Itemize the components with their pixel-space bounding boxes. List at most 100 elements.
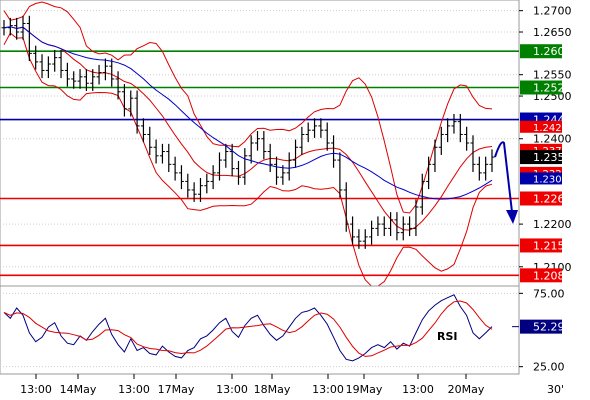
time-tick-label: 13:00 bbox=[402, 383, 434, 396]
candle bbox=[77, 69, 83, 89]
rsi-axis: 75.00 25.00 52.29 bbox=[512, 287, 565, 374]
candle bbox=[204, 173, 210, 194]
rsi-panel-frame bbox=[0, 285, 520, 375]
candle bbox=[235, 160, 241, 185]
candle bbox=[210, 165, 216, 190]
lower-band bbox=[3, 32, 493, 287]
rsi-value-tag bbox=[520, 319, 562, 334]
band-value-tag-label: 1.2428 bbox=[533, 123, 568, 134]
time-tick-label: 13:00 bbox=[312, 383, 344, 396]
candle bbox=[90, 69, 96, 91]
price-tick-label: 1.2550 bbox=[533, 69, 572, 82]
price-gridlines bbox=[0, 10, 519, 268]
candle bbox=[255, 131, 261, 151]
time-tick-label: 17May bbox=[158, 383, 195, 396]
rsi-signal-line bbox=[3, 300, 493, 357]
moving-average bbox=[3, 26, 493, 200]
candle bbox=[419, 173, 425, 215]
timeframe-label: 30' bbox=[547, 383, 564, 396]
candle bbox=[197, 178, 203, 202]
candle bbox=[375, 216, 381, 237]
candle bbox=[312, 118, 318, 138]
candle bbox=[476, 156, 482, 181]
candles bbox=[1, 15, 495, 249]
candle bbox=[71, 71, 77, 89]
bollinger-bands bbox=[3, 1, 493, 287]
candle bbox=[413, 199, 419, 237]
band-value-tag bbox=[520, 120, 562, 133]
candle bbox=[115, 71, 121, 100]
candle bbox=[394, 212, 400, 241]
rsi-value-label: 52.29 bbox=[533, 321, 565, 334]
price-panel bbox=[0, 0, 520, 287]
candle bbox=[185, 173, 191, 198]
candle bbox=[388, 212, 394, 237]
candle bbox=[242, 148, 248, 185]
candle bbox=[432, 139, 438, 173]
candle bbox=[178, 165, 184, 190]
candle bbox=[305, 122, 311, 143]
candle bbox=[64, 62, 70, 87]
candle bbox=[140, 118, 146, 143]
level-tag bbox=[520, 80, 562, 95]
time-axis: 13:00 14May 13:00 17May 13:00 18May 13:00 19May… bbox=[20, 374, 485, 396]
candle bbox=[102, 58, 108, 81]
candle bbox=[337, 152, 343, 198]
price-tick-label: 1.2650 bbox=[533, 26, 572, 39]
level-tag-label: 1.2520 bbox=[533, 82, 572, 95]
forecast-arrow-shaft bbox=[494, 141, 513, 213]
candle bbox=[58, 49, 64, 79]
candle bbox=[362, 229, 368, 249]
rsi-tick-label: 75.00 bbox=[533, 287, 565, 300]
candle bbox=[166, 143, 172, 173]
candle bbox=[331, 135, 337, 168]
level-tag-label: 1.2080 bbox=[533, 269, 572, 282]
price-panel-frame bbox=[0, 0, 520, 287]
upper-band bbox=[3, 1, 493, 214]
candle bbox=[299, 126, 305, 155]
candle bbox=[457, 113, 463, 143]
candle bbox=[33, 45, 39, 70]
time-tick-label: 20May bbox=[448, 383, 485, 396]
level-tag bbox=[520, 268, 562, 283]
level-tag-label: 1.2150 bbox=[533, 239, 572, 252]
candle bbox=[274, 156, 280, 185]
candle bbox=[464, 126, 470, 151]
candle bbox=[109, 58, 115, 87]
time-tick-label: 18May bbox=[254, 383, 291, 396]
candle bbox=[248, 135, 254, 164]
price-tick-label: 1.2400 bbox=[533, 133, 572, 146]
candle bbox=[318, 118, 324, 138]
candle bbox=[483, 156, 489, 181]
candle bbox=[356, 229, 362, 249]
level-tag-label: 1.2260 bbox=[533, 192, 572, 205]
price-tick-label: 1.2700 bbox=[533, 5, 572, 18]
rsi-label: RSI bbox=[437, 330, 458, 343]
rsi-gridlines bbox=[0, 292, 519, 368]
candle bbox=[400, 216, 406, 241]
moving-average-line bbox=[3, 26, 493, 200]
candle bbox=[369, 220, 375, 245]
price-axis: 1.27001.26501.25501.25001.24001.22001.21… bbox=[519, 5, 572, 283]
rsi-lines bbox=[3, 294, 493, 362]
candle bbox=[45, 56, 51, 79]
candle bbox=[261, 131, 267, 160]
level-tag bbox=[520, 191, 562, 206]
forecast-arrow bbox=[494, 141, 518, 224]
candle bbox=[128, 90, 134, 117]
candle bbox=[350, 216, 356, 245]
candle bbox=[286, 152, 292, 181]
band-value-tag-label: 1.2307 bbox=[533, 174, 568, 185]
candle bbox=[216, 152, 222, 181]
band-value-tag bbox=[520, 172, 562, 185]
level-tag bbox=[520, 44, 562, 59]
candle bbox=[134, 90, 140, 134]
candle bbox=[96, 64, 102, 85]
forecast-arrow-head bbox=[506, 209, 518, 224]
middle-band bbox=[3, 26, 493, 231]
candle bbox=[191, 182, 197, 202]
time-tick-label: 14May bbox=[60, 383, 97, 396]
candle bbox=[451, 113, 457, 134]
rsi-panel: RSI bbox=[0, 285, 520, 375]
